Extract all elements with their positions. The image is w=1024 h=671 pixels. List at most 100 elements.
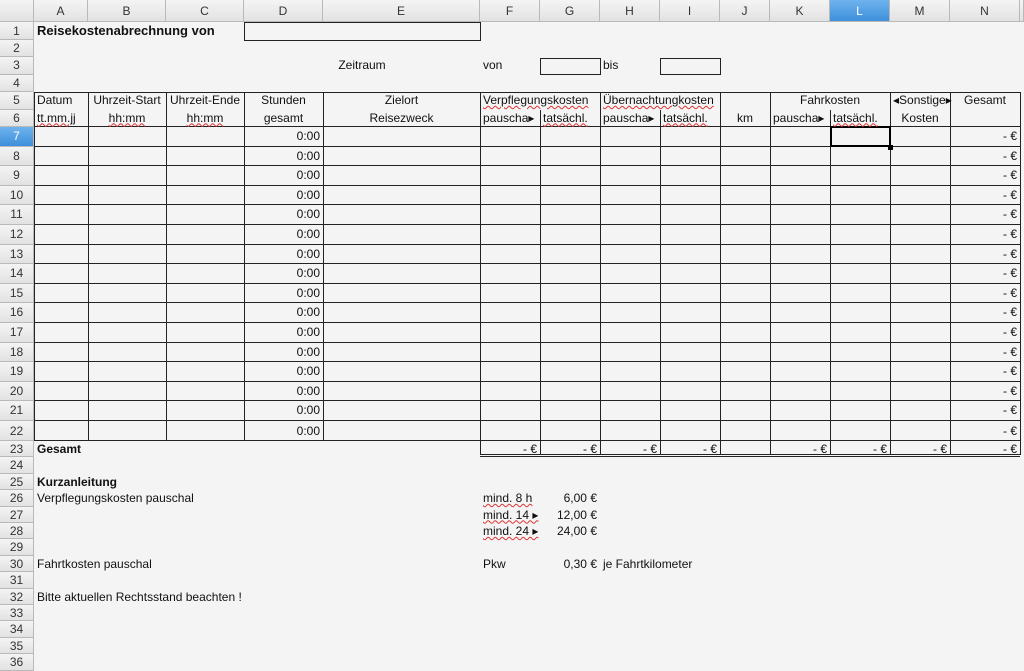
cell-F26[interactable]: mind. 8 h xyxy=(480,490,540,506)
cell-E3[interactable]: Zeitraum xyxy=(338,58,386,73)
cell-D13[interactable]: 0:00 xyxy=(296,246,320,261)
cell-N15[interactable]: - € xyxy=(1002,285,1017,300)
row-header-15[interactable]: 15 xyxy=(0,283,34,304)
cell-D18[interactable]: 0:00 xyxy=(296,344,320,359)
cell-L6[interactable]: tatsächl. xyxy=(830,110,890,127)
cell-H23[interactable]: - € xyxy=(642,442,657,456)
cell-F3[interactable]: von xyxy=(483,58,503,73)
row-header-1[interactable]: 1 xyxy=(0,22,34,40)
cell-N5[interactable]: Gesamt xyxy=(963,93,1006,108)
cell-D22[interactable]: 0:00 xyxy=(296,424,320,438)
cell-G28[interactable]: 24,00 € xyxy=(556,524,597,538)
cell-A23[interactable]: Gesamt xyxy=(37,442,82,456)
cell-F30[interactable]: Pkw xyxy=(483,556,506,571)
cell-D6[interactable]: gesamt xyxy=(263,110,304,125)
row-header-28[interactable]: 28 xyxy=(0,523,34,540)
column-header-N[interactable]: N xyxy=(950,0,1020,22)
row-header-10[interactable]: 10 xyxy=(0,185,34,206)
cell-D7[interactable]: 0:00 xyxy=(296,129,320,143)
cell-H6[interactable]: pauscha▸ xyxy=(603,110,655,125)
cell-J6[interactable]: km xyxy=(737,110,753,125)
cell-D14[interactable]: 0:00 xyxy=(296,266,320,281)
cell-N9[interactable]: - € xyxy=(1002,168,1017,183)
row-header-2[interactable]: 2 xyxy=(0,40,34,58)
row-header-8[interactable]: 8 xyxy=(0,146,34,167)
row-header-33[interactable]: 33 xyxy=(0,605,34,622)
cell-E5[interactable]: Zielort xyxy=(384,93,419,108)
cell-A26[interactable]: Verpflegungskosten pauschal xyxy=(37,491,194,506)
cell-G30[interactable]: 0,30 € xyxy=(563,556,597,571)
cell-F6[interactable]: pauscha▸ xyxy=(483,110,535,125)
row-header-5[interactable]: 5 xyxy=(0,92,34,110)
cell-H30[interactable]: je Fahrtkilometer xyxy=(603,556,693,571)
row-header-16[interactable]: 16 xyxy=(0,303,34,323)
cell-B6[interactable]: hh:mm xyxy=(88,110,166,127)
row-header-17[interactable]: 17 xyxy=(0,323,34,343)
cell-N16[interactable]: - € xyxy=(1002,305,1017,320)
column-header-F[interactable]: F xyxy=(480,0,540,22)
cell-E6[interactable]: Reisezweck xyxy=(369,110,434,125)
cell-G27[interactable]: 12,00 € xyxy=(556,507,597,522)
row-header-30[interactable]: 30 xyxy=(0,555,34,573)
cell-N13[interactable]: - € xyxy=(1002,246,1017,261)
cell-N23[interactable]: - € xyxy=(1002,442,1017,456)
row-header-29[interactable]: 29 xyxy=(0,539,34,556)
column-header-L[interactable]: L xyxy=(830,0,890,22)
row-header-22[interactable]: 22 xyxy=(0,421,34,441)
cell-F28[interactable]: mind. 24 ▸ xyxy=(480,523,540,539)
column-header-H[interactable]: H xyxy=(600,0,660,22)
column-header-I[interactable]: I xyxy=(660,0,720,22)
row-header-21[interactable]: 21 xyxy=(0,401,34,421)
row-header-11[interactable]: 11 xyxy=(0,205,34,225)
cell-D15[interactable]: 0:00 xyxy=(296,285,320,300)
row-header-4[interactable]: 4 xyxy=(0,74,34,93)
cell-G6[interactable]: tatsächl. xyxy=(540,110,600,127)
row-header-36[interactable]: 36 xyxy=(0,654,34,671)
cell-N17[interactable]: - € xyxy=(1002,325,1017,339)
cell-K23[interactable]: - € xyxy=(812,442,827,456)
row-header-32[interactable]: 32 xyxy=(0,588,34,605)
cell-K6[interactable]: pauscha▸ xyxy=(773,110,825,125)
cell-L23[interactable]: - € xyxy=(872,442,887,456)
cell-N12[interactable]: - € xyxy=(1002,227,1017,241)
cell-K5[interactable]: Fahrkosten xyxy=(799,93,861,108)
cell-F5[interactable]: Verpflegungskosten xyxy=(480,92,588,109)
row-header-25[interactable]: 25 xyxy=(0,473,34,491)
cell-N22[interactable]: - € xyxy=(1002,424,1017,438)
cell-M23[interactable]: - € xyxy=(932,442,947,456)
cell-C5[interactable]: Uhrzeit-Ende xyxy=(169,93,241,108)
cell-G26[interactable]: 6,00 € xyxy=(563,491,597,506)
cell-M6[interactable]: Kosten xyxy=(901,110,939,125)
cell-I23[interactable]: - € xyxy=(702,442,717,456)
row-header-27[interactable]: 27 xyxy=(0,506,34,523)
cell-N19[interactable]: - € xyxy=(1002,364,1017,379)
cell-N18[interactable]: - € xyxy=(1002,344,1017,359)
cell-M5[interactable]: ◂Sonstige▸ xyxy=(893,93,952,108)
row-header-3[interactable]: 3 xyxy=(0,57,34,75)
cell-N10[interactable]: - € xyxy=(1002,187,1017,202)
cell-D20[interactable]: 0:00 xyxy=(296,383,320,398)
column-header-G[interactable]: G xyxy=(540,0,600,22)
row-header-14[interactable]: 14 xyxy=(0,264,34,284)
cell-H5[interactable]: Übernachtungkosten xyxy=(600,92,714,109)
cell-G23[interactable]: - € xyxy=(582,442,597,456)
row-header-23[interactable]: 23 xyxy=(0,441,34,458)
cell-D16[interactable]: 0:00 xyxy=(296,305,320,320)
column-header-M[interactable]: M xyxy=(890,0,950,22)
cell-D17[interactable]: 0:00 xyxy=(296,325,320,339)
cell-A6[interactable]: tt.mm.jj xyxy=(34,110,88,127)
cell-H3[interactable]: bis xyxy=(603,58,619,73)
cell-N11[interactable]: - € xyxy=(1002,207,1017,222)
cell-D5[interactable]: Stunden xyxy=(261,93,306,108)
cell-C6[interactable]: hh:mm xyxy=(166,110,244,127)
select-all-corner[interactable] xyxy=(0,0,34,22)
row-header-12[interactable]: 12 xyxy=(0,225,34,245)
cell-D21[interactable]: 0:00 xyxy=(296,403,320,418)
cell-F23[interactable]: - € xyxy=(522,442,537,456)
row-header-35[interactable]: 35 xyxy=(0,637,34,655)
row-header-24[interactable]: 24 xyxy=(0,457,34,474)
row-header-9[interactable]: 9 xyxy=(0,166,34,186)
cell-A30[interactable]: Fahrtkosten pauschal xyxy=(37,556,152,571)
row-header-34[interactable]: 34 xyxy=(0,621,34,638)
